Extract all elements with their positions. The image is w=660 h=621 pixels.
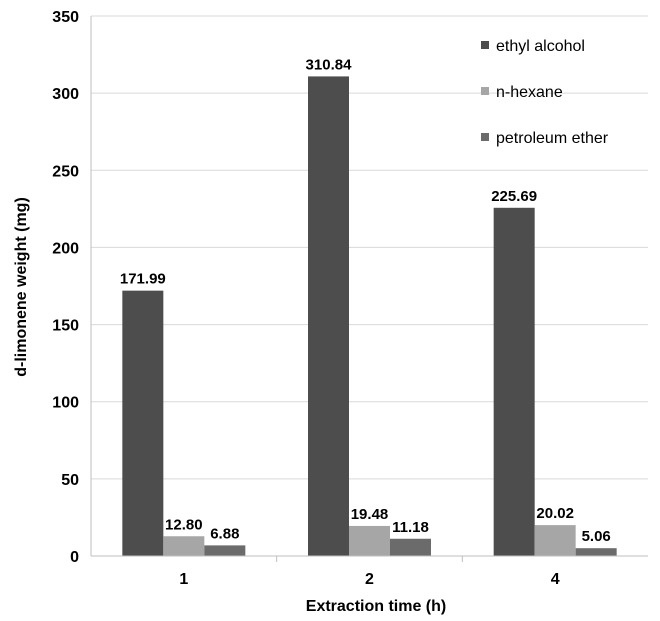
bar xyxy=(349,525,390,556)
y-tick-label: 150 xyxy=(52,318,79,335)
y-tick-label: 250 xyxy=(52,163,79,180)
axes: 0 50 100 150 200 250 300 350 1 2 4 xyxy=(52,9,648,588)
data-label: 6.88 xyxy=(210,525,239,542)
legend-label: petroleum ether xyxy=(496,130,609,147)
x-axis-title: Extraction time (h) xyxy=(306,598,446,615)
bar xyxy=(534,525,576,556)
bar xyxy=(493,207,535,556)
y-tick-label: 200 xyxy=(52,240,79,257)
data-label: 310.84 xyxy=(306,56,353,73)
legend: ethyl alcohol n-hexane petroleum ether xyxy=(481,38,609,147)
x-tick-label: 4 xyxy=(551,571,560,588)
y-axis-title: d-limonene weight (mg) xyxy=(13,197,30,377)
bar xyxy=(204,545,246,556)
legend-label: ethyl alcohol xyxy=(496,38,585,55)
data-label: 20.02 xyxy=(536,505,574,522)
y-tick-label: 350 xyxy=(52,9,79,26)
data-label: 12.80 xyxy=(165,516,203,533)
bars xyxy=(122,76,617,557)
bar xyxy=(390,538,431,556)
legend-label: n-hexane xyxy=(496,84,563,101)
data-label: 225.69 xyxy=(491,188,537,205)
legend-swatch xyxy=(481,133,489,141)
data-label: 5.06 xyxy=(582,528,611,545)
data-label: 19.48 xyxy=(351,506,389,523)
bar xyxy=(575,548,617,556)
data-label: 11.18 xyxy=(392,519,429,536)
bar xyxy=(163,536,205,556)
y-tick-label: 100 xyxy=(52,395,79,412)
legend-swatch xyxy=(481,41,489,49)
x-tick-label: 2 xyxy=(365,571,374,588)
gridlines xyxy=(91,15,648,480)
legend-swatch xyxy=(481,87,489,95)
bar xyxy=(122,290,164,556)
y-tick-label: 50 xyxy=(61,472,79,489)
x-tick-label: 1 xyxy=(179,571,188,588)
bar xyxy=(308,76,349,557)
y-tick-label: 0 xyxy=(70,549,79,566)
data-label: 171.99 xyxy=(120,271,166,288)
y-tick-label: 300 xyxy=(52,86,79,103)
